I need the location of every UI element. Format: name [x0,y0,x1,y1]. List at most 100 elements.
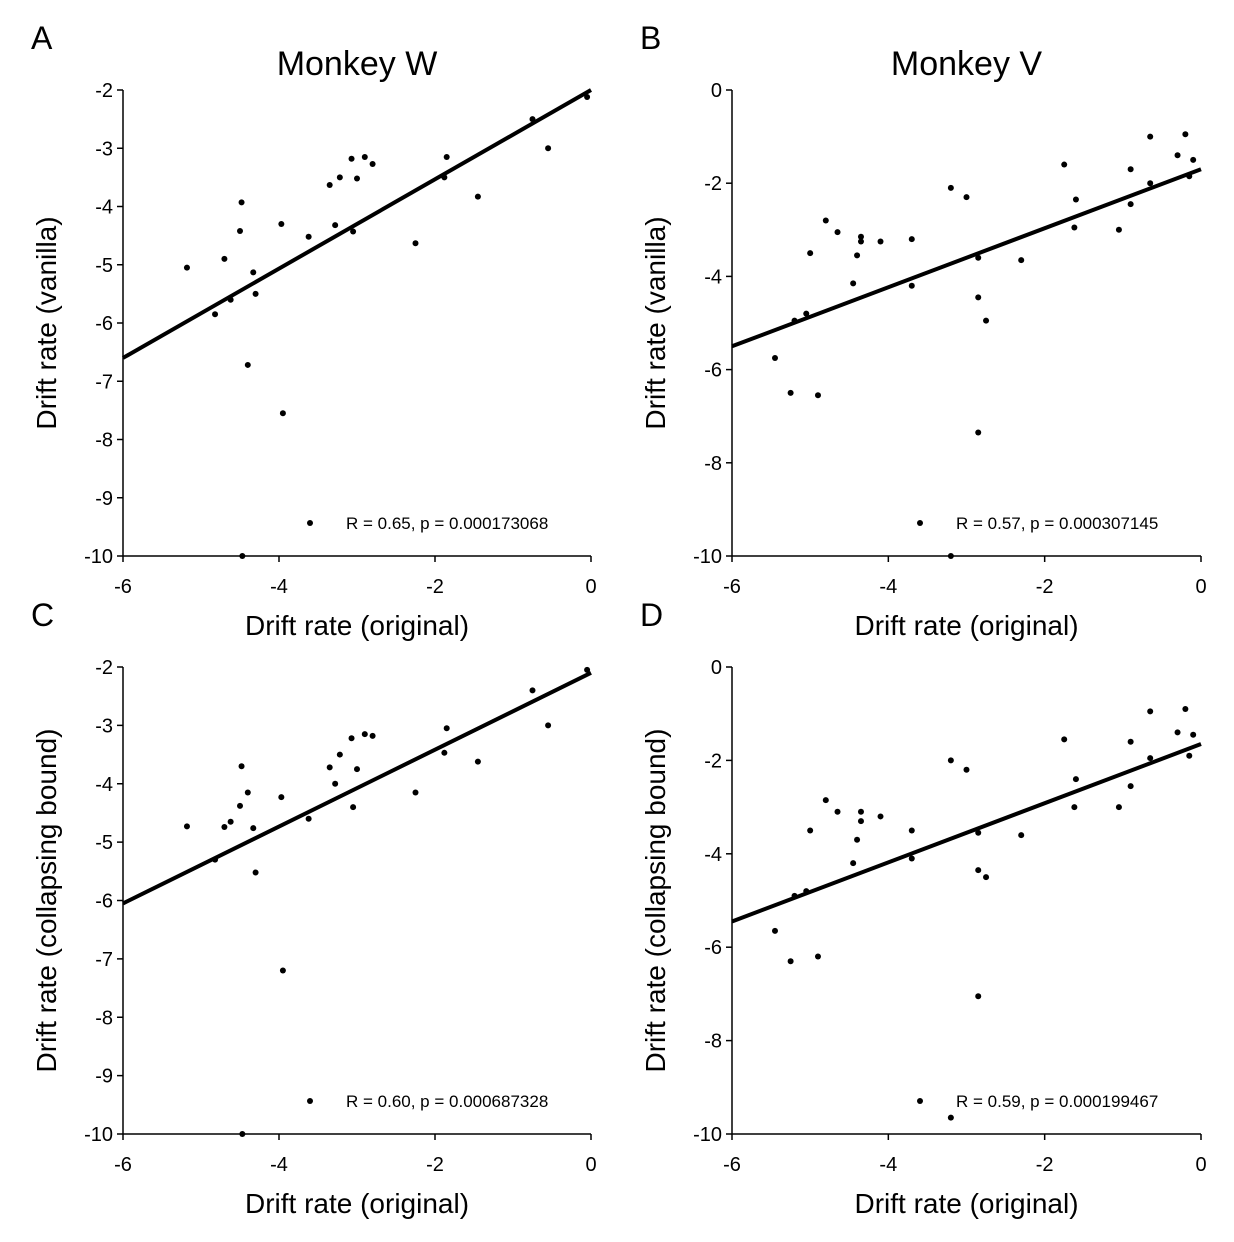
data-point [791,317,798,324]
x-tick-label: -6 [114,576,132,598]
regression-line [122,671,592,906]
x-axis-label: Drift rate (original) [245,1188,469,1219]
data-point [252,290,259,297]
y-tick-label: -4 [704,844,722,866]
data-point [545,722,552,729]
data-point [1115,226,1122,233]
x-tick-label: -2 [1036,1154,1054,1176]
chart-title: Monkey V [891,45,1042,83]
legend-text: R = 0.57, p = 0.000307145 [956,514,1158,533]
data-point [1186,752,1193,759]
y-tick-label: -2 [704,173,722,195]
data-point [807,250,814,257]
data-point [791,892,798,899]
data-point [983,874,990,881]
data-point [963,766,970,773]
y-tick-label: -8 [95,430,113,452]
data-point [1018,257,1025,264]
data-point [822,217,829,224]
data-point [1072,776,1079,783]
data-point [1174,152,1181,159]
data-point [1174,729,1181,736]
y-tick-label: -8 [704,453,722,475]
data-point [1115,804,1122,811]
data-point [332,780,339,787]
data-point [369,160,376,167]
data-point [908,855,915,862]
x-axis-label: Drift rate (original) [854,1188,1078,1219]
data-point [947,553,954,559]
data-point [854,252,861,259]
data-point [857,233,864,240]
legend-marker [917,520,923,526]
x-tick-label: -4 [879,1154,897,1176]
y-tick-label: -6 [704,937,722,959]
data-point [1127,738,1134,745]
y-tick-label: -8 [95,1007,113,1029]
x-axis-label: Drift rate (original) [854,610,1078,641]
data-point [237,227,243,234]
data-point [529,116,536,123]
data-point [857,238,864,245]
data-point [1071,804,1078,811]
data-point [834,808,841,815]
data-point [529,687,536,694]
legend-marker [917,1098,923,1104]
data-point [975,993,982,1000]
data-point [183,823,190,830]
data-point [1071,224,1078,231]
data-point [850,280,857,287]
y-tick-label: -5 [95,255,113,277]
data-point [474,193,481,200]
data-point [369,732,376,739]
data-point [443,725,450,732]
x-tick-label: 0 [1195,576,1206,598]
y-axis-label: Drift rate (vanilla) [31,216,62,429]
data-point [877,813,884,820]
data-point [238,763,245,770]
data-point [412,789,419,796]
data-point [332,222,339,229]
y-tick-label: -4 [95,197,113,219]
data-point [1182,131,1189,138]
data-point [584,93,591,100]
data-point [850,860,857,867]
x-tick-label: -6 [723,1154,741,1176]
data-point [183,264,190,271]
panel-letter: D [640,597,663,633]
chart-title: Monkey W [277,45,438,83]
data-point [584,666,591,673]
data-point [354,175,360,182]
data-point [877,238,884,245]
regression-line [731,167,1202,349]
x-tick-label: -2 [426,576,444,598]
legend-text: R = 0.59, p = 0.000199467 [956,1092,1158,1111]
data-point [1147,133,1154,140]
data-point [1018,832,1025,839]
y-tick-label: -10 [693,546,722,568]
x-tick-label: 0 [1195,1154,1206,1176]
data-point [787,958,794,965]
data-point [545,145,552,152]
data-point [441,174,448,181]
y-tick-label: -10 [84,1124,113,1146]
y-tick-label: -3 [95,138,113,160]
data-point [947,757,954,764]
data-point [237,802,243,809]
y-tick-label: -7 [95,371,113,393]
x-tick-label: -2 [426,1154,444,1176]
x-tick-label: -4 [879,576,897,598]
data-point [212,856,219,863]
data-point [239,1131,246,1137]
legend-text: R = 0.65, p = 0.000173068 [346,514,548,533]
data-point [947,184,954,191]
data-point [975,829,982,836]
data-point [305,815,312,822]
y-tick-label: -2 [704,750,722,772]
data-point [1127,166,1134,173]
data-point [807,827,814,834]
data-point [1186,173,1193,180]
